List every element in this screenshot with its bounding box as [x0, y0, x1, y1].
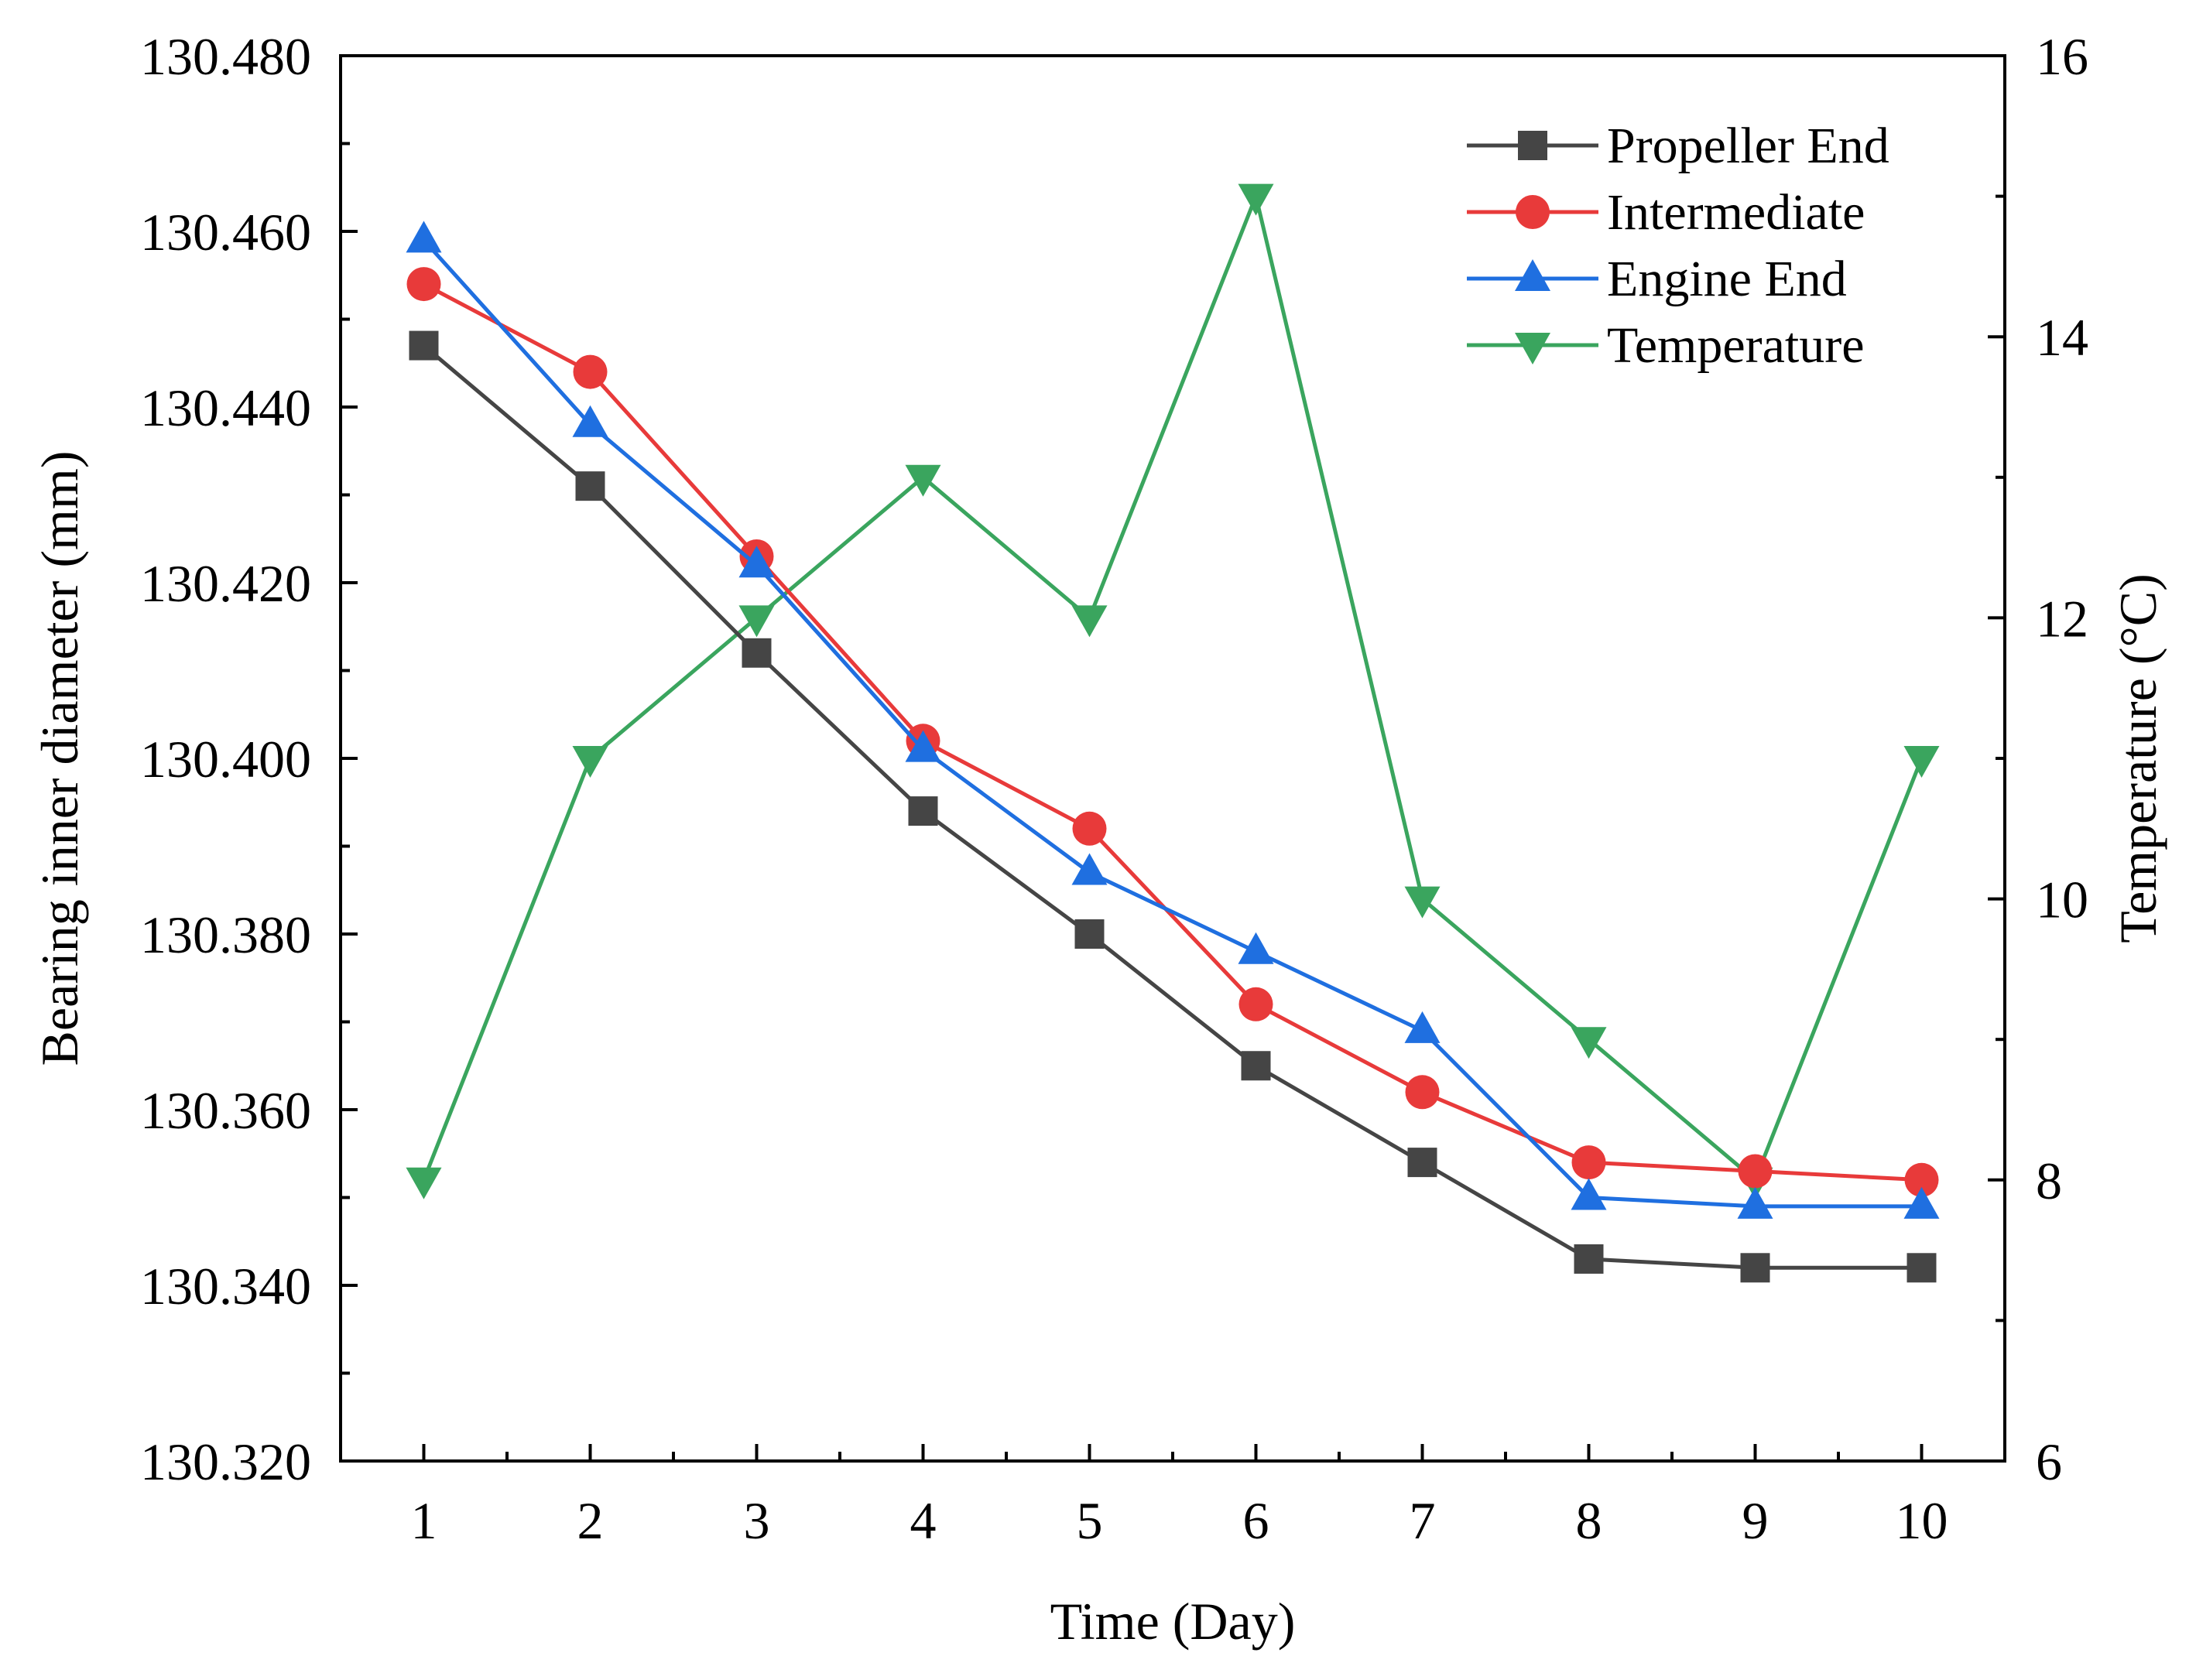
data-point-intermediate [1405, 1075, 1440, 1110]
data-point-propeller-end [1241, 1051, 1271, 1081]
data-point-engine-end [406, 221, 442, 253]
data-point-temperature [738, 605, 775, 638]
y2-tick-label: 10 [2036, 871, 2088, 929]
legend-item-propeller-end: Propeller End [1467, 118, 1889, 174]
y-tick-label: 130.380 [140, 905, 311, 964]
data-point-temperature [406, 1167, 442, 1199]
data-point-temperature [1071, 605, 1108, 638]
y-tick-label: 130.420 [140, 554, 311, 613]
y-tick-label: 130.440 [140, 378, 311, 437]
y2-tick-label: 8 [2036, 1151, 2062, 1210]
data-point-intermediate [1238, 987, 1273, 1021]
legend-swatch-marker [1515, 259, 1550, 291]
data-point-engine-end [1571, 1178, 1607, 1210]
legend-label: Temperature [1607, 317, 1865, 374]
x-tick-label: 8 [1576, 1491, 1602, 1550]
y-tick-label: 130.360 [140, 1081, 311, 1140]
legend-item-temperature: Temperature [1467, 317, 1865, 374]
data-point-engine-end [1903, 1186, 1940, 1219]
data-point-propeller-end [1074, 919, 1105, 949]
data-point-intermediate [406, 267, 441, 302]
plot-area: 1 2 3 4 5 6 7 8 9 10 130.320130.340130.360130.380… [140, 27, 2088, 1550]
legend-swatch-marker [1515, 333, 1550, 364]
data-point-temperature [1903, 746, 1940, 778]
y-tick-label: 130.480 [140, 27, 311, 86]
data-point-engine-end [738, 546, 775, 578]
data-point-propeller-end [1907, 1253, 1937, 1283]
data-point-temperature [1404, 886, 1441, 919]
data-point-engine-end [1404, 1011, 1441, 1043]
series-line-engine-end [422, 238, 1922, 1209]
x-tick-label: 10 [1896, 1491, 1948, 1550]
y-tick-label: 130.400 [140, 730, 311, 789]
data-point-temperature [1571, 1027, 1607, 1059]
legend-item-engine-end: Engine End [1467, 251, 1847, 307]
series-propeller-end [409, 330, 1937, 1283]
y2-tick-label: 12 [2036, 589, 2088, 648]
data-point-propeller-end [742, 638, 772, 668]
data-point-engine-end [905, 730, 941, 762]
data-point-engine-end [1071, 853, 1108, 885]
data-point-propeller-end [908, 796, 938, 826]
x-tick-label: 5 [1077, 1491, 1103, 1550]
y2-tick-label: 16 [2036, 27, 2088, 86]
y-axis-right: 6 8 10 12 14 16 [1988, 27, 2088, 1491]
x-tick-label: 9 [1742, 1491, 1769, 1550]
y-tick-label: 130.340 [140, 1257, 311, 1316]
y-tick-label: 130.320 [140, 1432, 311, 1491]
x-axis: 1 2 3 4 5 6 7 8 9 10 [411, 1444, 1948, 1550]
legend-item-intermediate: Intermediate [1467, 184, 1865, 241]
data-point-engine-end [1737, 1186, 1773, 1219]
legend-label: Engine End [1607, 251, 1847, 307]
legend-swatch-marker [1518, 131, 1547, 160]
series-line-intermediate [423, 282, 1922, 1182]
y-axis-title: Bearing inner diameter (mm) [30, 451, 89, 1066]
data-point-propeller-end [409, 330, 439, 361]
x-tick-label: 7 [1410, 1491, 1436, 1550]
x-tick-label: 6 [1243, 1491, 1269, 1550]
x-tick-label: 2 [577, 1491, 604, 1550]
x-tick-label: 4 [910, 1491, 937, 1550]
legend: Propeller End Intermediate Engine End Tempe… [1467, 118, 1889, 374]
y2-axis-title: Temperature (°C) [2109, 573, 2167, 943]
legend-label: Propeller End [1607, 118, 1889, 174]
data-point-temperature [905, 464, 941, 497]
series-line-propeller-end [422, 344, 1922, 1270]
data-point-propeller-end [1407, 1148, 1437, 1178]
series-layer [406, 183, 1940, 1283]
series-line-temperature [422, 194, 1924, 1182]
plot-frame [339, 54, 2006, 1463]
data-point-intermediate [1072, 811, 1107, 846]
y-tick-label: 130.460 [140, 203, 311, 262]
data-point-propeller-end [1574, 1244, 1604, 1274]
data-point-propeller-end [575, 471, 605, 501]
y2-tick-label: 6 [2036, 1432, 2062, 1491]
data-point-propeller-end [1740, 1253, 1770, 1283]
data-point-intermediate [573, 354, 608, 389]
x-tick-label: 3 [744, 1491, 770, 1550]
x-tick-label: 1 [411, 1491, 437, 1550]
data-point-intermediate [1571, 1145, 1606, 1180]
series-intermediate [406, 267, 1939, 1197]
y-axis-left: 130.320 130.340 130.360 130.380 130.400 130.4… [140, 27, 358, 1491]
series-engine-end [406, 221, 1940, 1219]
legend-swatch-marker [1516, 195, 1550, 229]
y2-tick-label: 14 [2036, 308, 2088, 367]
x-axis-title: Time (Day) [1050, 1592, 1296, 1651]
data-point-temperature [572, 746, 608, 778]
data-point-intermediate [1904, 1162, 1939, 1197]
data-point-intermediate [1738, 1154, 1773, 1189]
data-point-temperature [1238, 183, 1274, 216]
data-point-engine-end [1238, 932, 1274, 964]
data-point-engine-end [572, 405, 608, 437]
legend-label: Intermediate [1607, 184, 1865, 241]
